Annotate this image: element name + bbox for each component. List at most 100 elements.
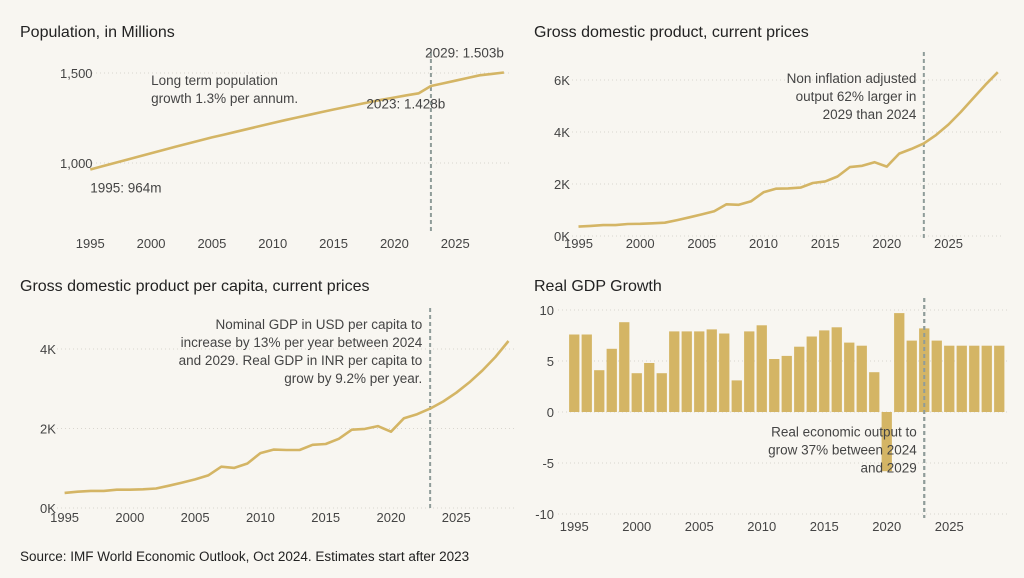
- annotation-line: 2023: 1.428b: [366, 96, 445, 111]
- series-line: [89, 71, 505, 171]
- gdp-panel: Gross domestic product, current prices 0…: [534, 24, 1014, 264]
- bar: [944, 345, 955, 412]
- gdp-per-capita-line-chart: 0K 2K 4K 1995 2000 2005 2010 2015 2020 2025 Nomina…: [40, 308, 515, 525]
- x-tick-label: 2025: [935, 519, 964, 534]
- bar: [831, 327, 842, 412]
- x-tick-label: 2015: [810, 519, 839, 534]
- bar: [631, 373, 642, 412]
- x-tick-label: 2005: [181, 510, 210, 525]
- x-tick-label: 1995: [564, 236, 593, 251]
- x-tick-label: 2015: [319, 236, 348, 251]
- x-tick-label: 2025: [934, 236, 963, 251]
- bar: [619, 322, 630, 412]
- y-tick-label: 0: [547, 405, 554, 420]
- x-tick-label: 2015: [311, 510, 340, 525]
- source-note: Source: IMF World Economic Outlook, Oct …: [20, 549, 470, 564]
- bar: [731, 380, 742, 412]
- x-tick-label: 2025: [441, 236, 470, 251]
- annotation-line: and 2029: [860, 460, 916, 475]
- annotation-text: Nominal GDP in USD per capita to increase…: [179, 317, 423, 386]
- x-tick-label: 2020: [380, 236, 409, 251]
- x-tick-label: 2025: [442, 510, 471, 525]
- y-tick-label: 0K: [554, 229, 570, 244]
- y-tick-label: 2K: [554, 177, 570, 192]
- y-tick-label: 6K: [554, 73, 570, 88]
- annotation-text: 2023: 1.428b: [366, 96, 445, 111]
- y-tick-label: -5: [542, 456, 554, 471]
- bar: [744, 331, 755, 412]
- bar: [781, 355, 792, 412]
- x-tick-label: 2000: [626, 236, 655, 251]
- bar: [806, 336, 817, 412]
- y-tick-label: 4K: [554, 125, 570, 140]
- bar: [844, 342, 855, 412]
- x-tick-label: 2015: [811, 236, 840, 251]
- annotation-line: 2029: 1.503b: [425, 46, 504, 61]
- annotation-text: 2029: 1.503b: [425, 46, 504, 61]
- bar: [794, 346, 805, 412]
- bar: [569, 334, 580, 412]
- bar: [931, 340, 942, 412]
- bar: [594, 370, 605, 412]
- population-line-chart: 1,000 1,500 1995 2000 2005 2010 2015 2020 2025 Lo…: [60, 46, 510, 251]
- y-tick-label: 1,000: [60, 156, 93, 171]
- gdp-per-capita-panel: Gross domestic product per capita, curre…: [20, 278, 520, 528]
- bar: [981, 345, 992, 412]
- population-panel: Population, in Millions 1,000 1,500 1995 20…: [20, 24, 520, 264]
- bar: [706, 329, 717, 412]
- x-tick-label: 2005: [685, 519, 714, 534]
- x-tick-label: 1995: [50, 510, 79, 525]
- annotation-line: and 2029. Real GDP in INR per capita to: [179, 353, 423, 368]
- x-tick-label: 1995: [76, 236, 105, 251]
- panel-title: Gross domestic product per capita, curre…: [20, 278, 370, 295]
- bar: [894, 313, 905, 412]
- y-tick-label: -10: [535, 507, 554, 522]
- bar: [694, 331, 705, 412]
- x-tick-label: 2020: [377, 510, 406, 525]
- bar: [819, 330, 830, 412]
- bar: [656, 373, 667, 412]
- annotation-text: Long term population growth 1.3% per annu…: [151, 73, 298, 106]
- bar: [769, 359, 780, 412]
- bar: [856, 345, 867, 412]
- x-tick-label: 2010: [747, 519, 776, 534]
- annotation-line: Real economic output to: [771, 424, 917, 439]
- x-tick-label: 2020: [872, 519, 901, 534]
- x-tick-label: 2005: [687, 236, 716, 251]
- bar: [994, 345, 1005, 412]
- annotation-line: 1995: 964m: [90, 180, 161, 195]
- y-tick-label: 4K: [40, 342, 56, 357]
- bar: [881, 412, 892, 472]
- x-tick-label: 2005: [197, 236, 226, 251]
- annotation-line: output 62% larger in: [796, 89, 917, 104]
- x-tick-label: 1995: [560, 519, 589, 534]
- real-gdp-growth-panel: Real GDP Growth -10 -5 0 5 10 1995 2000 2005 201…: [534, 278, 1014, 540]
- bar: [969, 345, 980, 412]
- annotation-text: 1995: 964m: [90, 180, 161, 195]
- x-tick-label: 2000: [137, 236, 166, 251]
- x-tick-label: 2010: [258, 236, 287, 251]
- annotation-line: grow by 9.2% per year.: [284, 371, 422, 386]
- annotation-line: increase by 13% per year between 2024: [181, 335, 423, 350]
- gdp-line-chart: 0K 2K 4K 6K 1995 2000 2005 2010 2015 2020 2025 Non …: [554, 52, 1004, 251]
- panel-title: Real GDP Growth: [534, 278, 662, 295]
- y-tick-label: 5: [547, 354, 554, 369]
- panel-title: Population, in Millions: [20, 24, 175, 41]
- y-tick-label: 10: [540, 303, 554, 318]
- series-line: [578, 71, 999, 228]
- bar: [956, 345, 967, 412]
- annotation-text: Non inflation adjusted output 62% larger …: [787, 71, 917, 122]
- bar: [606, 348, 617, 412]
- annotation-line: growth 1.3% per annum.: [151, 91, 298, 106]
- x-tick-label: 2010: [749, 236, 778, 251]
- y-tick-label: 1,500: [60, 66, 93, 81]
- annotation-line: 2029 than 2024: [823, 107, 917, 122]
- bar: [581, 334, 592, 412]
- bar: [644, 363, 655, 412]
- annotation-line: grow 37% between 2024: [768, 442, 917, 457]
- annotation-line: Nominal GDP in USD per capita to: [215, 317, 422, 332]
- annotation-line: Non inflation adjusted: [787, 71, 917, 86]
- y-tick-label: 0K: [40, 501, 56, 516]
- y-tick-label: 2K: [40, 422, 56, 437]
- bar: [719, 333, 730, 412]
